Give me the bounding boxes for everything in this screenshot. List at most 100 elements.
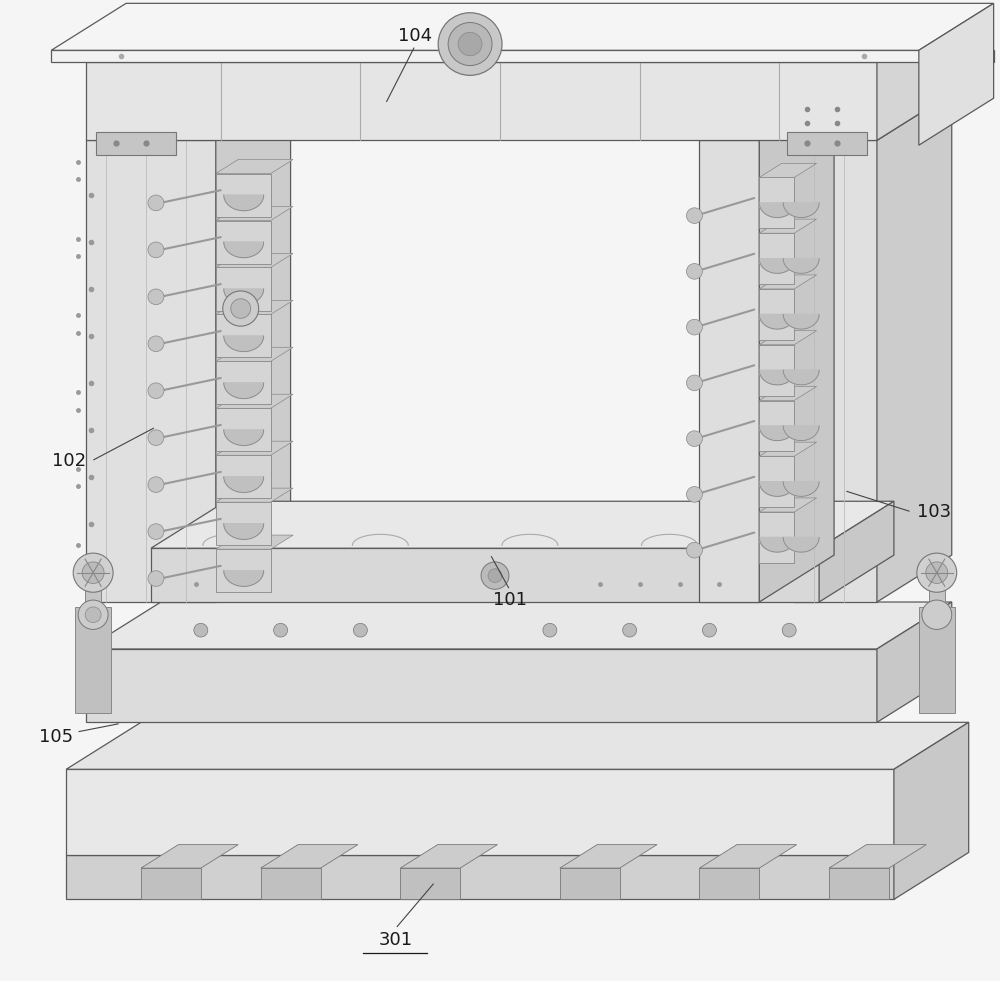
Circle shape	[686, 208, 702, 224]
Polygon shape	[216, 455, 271, 498]
Polygon shape	[759, 387, 817, 400]
Polygon shape	[759, 344, 794, 395]
Circle shape	[231, 299, 251, 318]
Polygon shape	[794, 140, 877, 602]
Circle shape	[274, 623, 288, 637]
Polygon shape	[216, 549, 271, 593]
Polygon shape	[919, 607, 955, 712]
Circle shape	[686, 264, 702, 280]
Circle shape	[686, 487, 702, 502]
Polygon shape	[66, 769, 894, 855]
Polygon shape	[759, 275, 817, 289]
Polygon shape	[224, 242, 264, 258]
Polygon shape	[759, 259, 795, 274]
Polygon shape	[224, 195, 264, 211]
Polygon shape	[759, 482, 795, 496]
Polygon shape	[86, 140, 216, 602]
Circle shape	[148, 195, 164, 211]
Circle shape	[686, 375, 702, 390]
Circle shape	[481, 562, 509, 590]
Polygon shape	[759, 164, 817, 178]
Text: 301: 301	[378, 932, 412, 950]
Polygon shape	[759, 331, 817, 344]
Circle shape	[148, 289, 164, 305]
Polygon shape	[216, 268, 271, 311]
Polygon shape	[783, 482, 819, 496]
Polygon shape	[216, 315, 271, 357]
Polygon shape	[141, 845, 238, 868]
Polygon shape	[877, 602, 952, 722]
Polygon shape	[224, 336, 264, 351]
Polygon shape	[699, 140, 759, 602]
Circle shape	[686, 319, 702, 335]
Polygon shape	[216, 253, 293, 268]
Polygon shape	[216, 347, 293, 361]
Polygon shape	[86, 602, 952, 649]
Circle shape	[148, 430, 164, 445]
Polygon shape	[216, 502, 271, 545]
Polygon shape	[85, 591, 101, 607]
Polygon shape	[224, 430, 264, 445]
Polygon shape	[759, 315, 795, 329]
Circle shape	[543, 623, 557, 637]
Polygon shape	[759, 498, 817, 512]
Circle shape	[148, 477, 164, 492]
Circle shape	[223, 291, 259, 326]
Circle shape	[148, 336, 164, 351]
Polygon shape	[560, 845, 657, 868]
Polygon shape	[829, 845, 926, 868]
Text: 105: 105	[39, 728, 73, 746]
Polygon shape	[929, 591, 945, 607]
Circle shape	[686, 542, 702, 558]
Circle shape	[488, 569, 502, 583]
Circle shape	[623, 623, 637, 637]
Polygon shape	[86, 93, 291, 140]
Polygon shape	[216, 394, 293, 408]
Polygon shape	[224, 571, 264, 587]
Polygon shape	[216, 361, 271, 404]
Polygon shape	[877, 93, 952, 602]
Polygon shape	[261, 845, 358, 868]
Polygon shape	[783, 315, 819, 329]
Circle shape	[148, 571, 164, 587]
Circle shape	[686, 431, 702, 446]
Polygon shape	[794, 93, 952, 140]
Polygon shape	[787, 132, 867, 155]
Polygon shape	[86, 15, 952, 62]
Polygon shape	[759, 178, 794, 229]
Polygon shape	[216, 300, 293, 315]
Polygon shape	[216, 174, 271, 217]
Polygon shape	[261, 868, 320, 900]
Polygon shape	[699, 845, 797, 868]
Polygon shape	[783, 426, 819, 440]
Circle shape	[148, 242, 164, 258]
Polygon shape	[216, 206, 293, 221]
Polygon shape	[759, 400, 794, 451]
Polygon shape	[224, 477, 264, 492]
Polygon shape	[75, 607, 111, 712]
Polygon shape	[560, 868, 620, 900]
Circle shape	[782, 623, 796, 637]
Polygon shape	[877, 15, 952, 140]
Polygon shape	[759, 93, 834, 602]
Circle shape	[448, 23, 492, 66]
Polygon shape	[224, 289, 264, 305]
Polygon shape	[86, 62, 877, 140]
Polygon shape	[216, 489, 293, 502]
Circle shape	[78, 600, 108, 630]
Polygon shape	[400, 845, 498, 868]
Polygon shape	[66, 722, 969, 769]
Polygon shape	[783, 259, 819, 274]
Polygon shape	[216, 221, 271, 264]
Polygon shape	[759, 233, 794, 284]
Circle shape	[922, 600, 952, 630]
Polygon shape	[141, 868, 201, 900]
Polygon shape	[66, 855, 894, 900]
Polygon shape	[96, 132, 176, 155]
Polygon shape	[783, 538, 819, 552]
Polygon shape	[151, 501, 894, 548]
Polygon shape	[216, 93, 291, 602]
Polygon shape	[919, 3, 994, 145]
Circle shape	[148, 524, 164, 540]
Polygon shape	[216, 408, 271, 451]
